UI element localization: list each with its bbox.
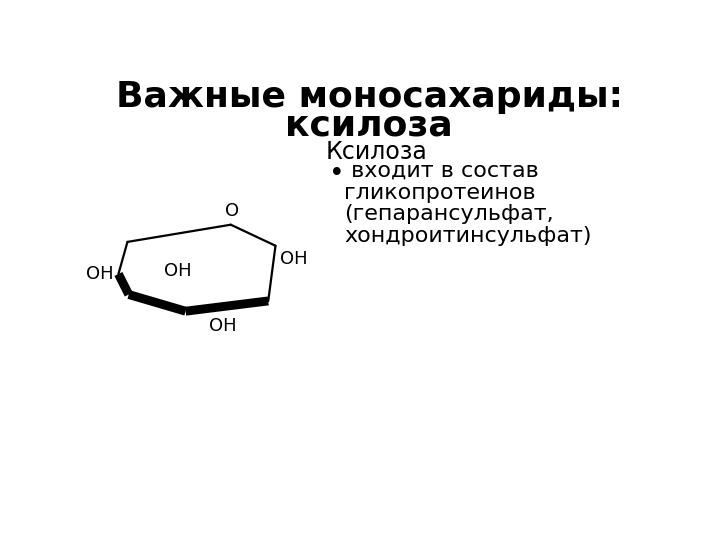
Text: Важные моносахариды:: Важные моносахариды: — [115, 80, 623, 114]
Text: ксилоза: ксилоза — [285, 109, 453, 143]
Text: входит в состав: входит в состав — [344, 161, 539, 181]
Text: Ксилоза: Ксилоза — [326, 140, 428, 164]
Text: O: O — [225, 202, 240, 220]
Text: (гепарансульфат,: (гепарансульфат, — [344, 204, 554, 224]
Text: OH: OH — [210, 318, 237, 335]
Text: гликопротеинов: гликопротеинов — [344, 183, 536, 202]
Text: OH: OH — [86, 265, 114, 283]
Text: OH: OH — [280, 249, 307, 268]
Text: хондроитинсульфат): хондроитинсульфат) — [344, 226, 592, 246]
Text: OH: OH — [163, 262, 192, 280]
Text: •: • — [329, 161, 344, 187]
